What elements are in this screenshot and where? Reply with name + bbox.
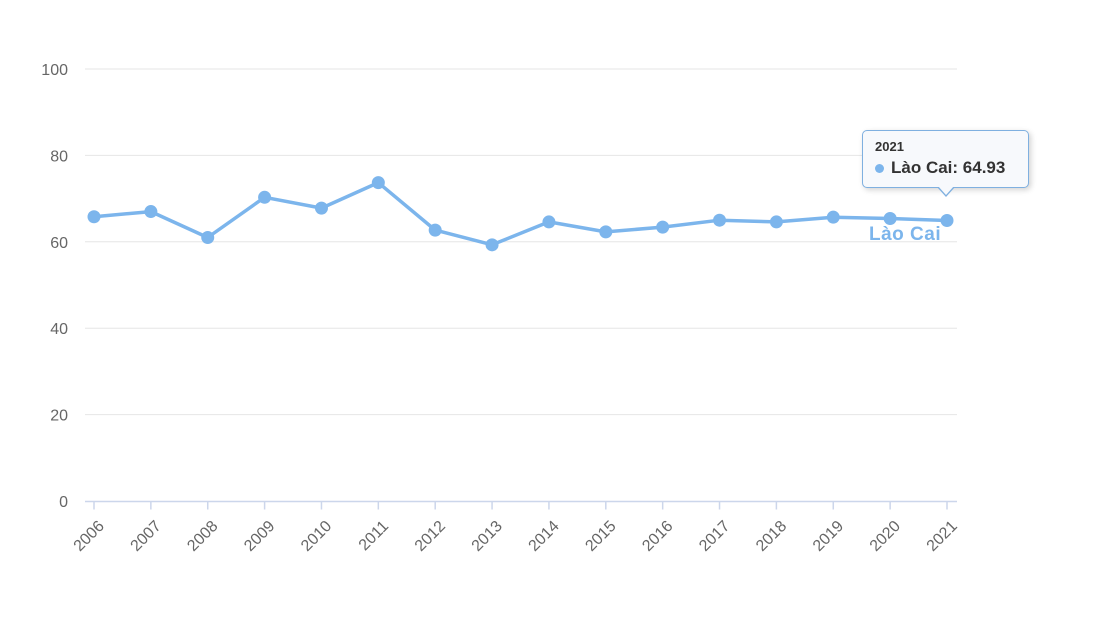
x-axis-label: 2012 [412,518,449,555]
series-line[interactable] [92,180,949,247]
data-point-2016[interactable] [656,220,670,234]
series-label: Lào Cai [869,224,942,245]
data-point-2012[interactable] [428,223,442,237]
x-axis-label: 2015 [582,518,619,555]
data-point-2015[interactable] [599,225,613,239]
data-point-2013[interactable] [485,238,499,252]
data-point-2017[interactable] [713,213,727,227]
data-point-2021[interactable] [940,214,954,228]
x-axis-label: 2009 [241,518,278,555]
y-axis-label: 60 [50,235,68,252]
series-bullet-icon [875,163,884,173]
data-point-2019[interactable] [826,210,840,224]
y-axis-label: 40 [50,321,68,338]
x-axis-label: 2006 [71,518,108,555]
x-axis-label: 2013 [469,518,506,555]
data-point-2014[interactable] [542,215,556,229]
x-axis-label: 2016 [639,518,676,555]
data-point-2007[interactable] [144,205,158,219]
data-point-2020[interactable] [883,211,897,225]
tooltip-separator: : [952,158,963,177]
chart-tooltip: 2021 Lào Cai: 64.93 [862,130,1029,197]
x-axis-label: 2008 [184,518,221,555]
x-axis-label: 2021 [924,518,961,555]
data-point-2011[interactable] [371,176,385,190]
data-point-2010[interactable] [314,201,328,215]
tooltip-callout-arrow [937,186,955,197]
tooltip-series-name: Lào Cai [891,158,953,177]
x-axis-label: 2017 [696,518,733,555]
x-axis-label: 2010 [298,518,335,555]
tooltip-value: 64.93 [962,158,1006,177]
y-axis-label: 100 [41,62,68,79]
data-point-2018[interactable] [769,215,783,229]
y-axis-label: 20 [50,408,68,425]
x-axis-label: 2018 [753,518,790,555]
x-axis-label: 2019 [810,518,847,555]
data-point-2006[interactable] [87,210,101,224]
y-axis-label: 0 [59,494,68,511]
y-axis-label: 80 [50,148,68,165]
data-point-2009[interactable] [258,190,272,204]
data-point-2008[interactable] [201,230,215,244]
tooltip-year: 2021 [875,139,904,154]
x-axis-label: 2020 [867,518,904,555]
x-axis-label: 2011 [356,518,392,554]
tooltip-series-row: Lào Cai: 64.93 [875,158,1015,178]
x-axis-label: 2014 [526,518,563,555]
x-axis-label: 2007 [128,518,165,555]
